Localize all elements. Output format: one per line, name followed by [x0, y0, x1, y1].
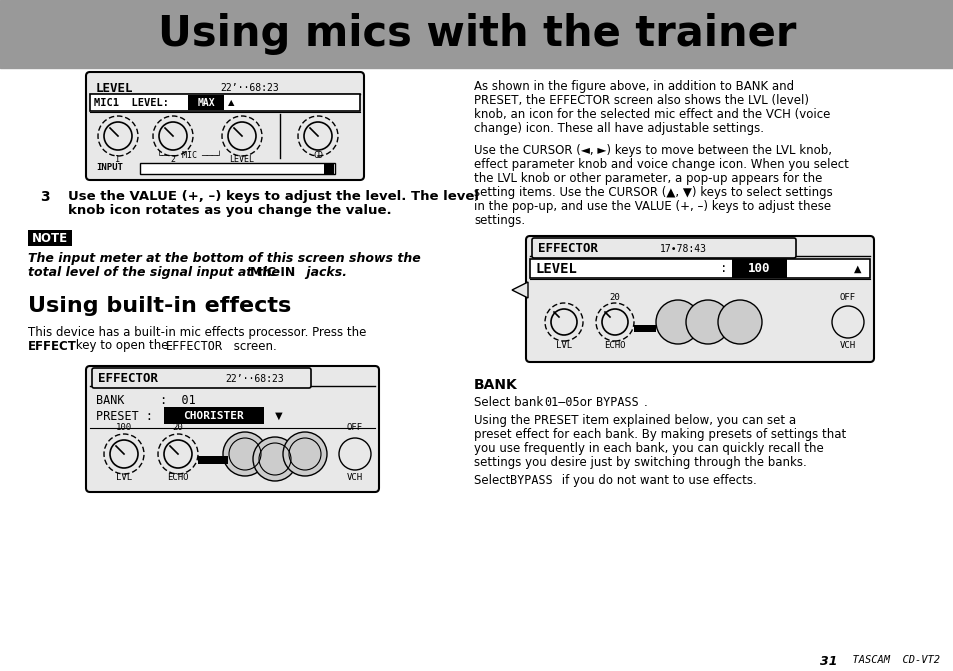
Text: 100: 100 [747, 262, 769, 276]
Text: └─── MIC ───┘: └─── MIC ───┘ [157, 152, 222, 160]
Text: ECHO: ECHO [167, 474, 189, 482]
Text: screen.: screen. [230, 340, 276, 352]
Bar [198, 456, 228, 464]
Text: the LVL knob or other parameter, a pop-up appears for the: the LVL knob or other parameter, a pop-u… [474, 172, 821, 185]
Bar [188, 95, 224, 110]
Bar [530, 259, 869, 278]
Text: Select bank: Select bank [474, 396, 546, 409]
Circle shape [685, 300, 729, 344]
Text: EFFECTOR: EFFECTOR [537, 242, 598, 256]
Text: BANK: BANK [474, 378, 517, 392]
Text: Using the PRESET item explained below, you can set a: Using the PRESET item explained below, y… [474, 414, 796, 427]
Text: 17∙78:43: 17∙78:43 [659, 244, 706, 254]
Circle shape [253, 437, 296, 481]
Text: ECHO: ECHO [603, 342, 625, 350]
Text: VCH: VCH [347, 474, 363, 482]
FancyBboxPatch shape [86, 72, 364, 180]
Text: Using mics with the trainer: Using mics with the trainer [157, 13, 796, 55]
Circle shape [656, 300, 700, 344]
Text: MIC IN: MIC IN [250, 266, 294, 279]
Bar [28, 230, 71, 246]
Text: LEVEL: LEVEL [96, 81, 133, 95]
FancyBboxPatch shape [525, 236, 873, 362]
Text: or: or [576, 396, 595, 409]
Text: This device has a built-in mic effects processor. Press the: This device has a built-in mic effects p… [28, 326, 366, 339]
Text: effect parameter knob and voice change icon. When you select: effect parameter knob and voice change i… [474, 158, 848, 171]
Text: NOTE: NOTE [31, 232, 68, 246]
Text: MAX: MAX [197, 98, 214, 108]
Text: 1: 1 [115, 154, 120, 164]
Circle shape [223, 432, 267, 476]
FancyBboxPatch shape [91, 368, 311, 388]
Text: 20: 20 [172, 423, 183, 433]
Text: knob, an icon for the selected mic effect and the VCH (voice: knob, an icon for the selected mic effec… [474, 108, 829, 121]
Bar [140, 163, 335, 174]
Text: LVL: LVL [116, 474, 132, 482]
Text: 20: 20 [609, 293, 619, 303]
Text: .: . [643, 396, 647, 409]
Text: PRESET, the EFFECTOR screen also shows the LVL (level): PRESET, the EFFECTOR screen also shows t… [474, 94, 808, 107]
Text: total level of the signal input at the: total level of the signal input at the [28, 266, 284, 279]
Text: CHORISTER: CHORISTER [183, 411, 244, 421]
Text: TASCAM  CD-VT2: TASCAM CD-VT2 [840, 655, 939, 665]
Text: settings.: settings. [474, 214, 524, 227]
Text: setting items. Use the CURSOR (▲, ▼) keys to select settings: setting items. Use the CURSOR (▲, ▼) key… [474, 186, 832, 199]
Text: EFFECTOR: EFFECTOR [98, 372, 158, 386]
Text: The input meter at the bottom of this screen shows the: The input meter at the bottom of this sc… [28, 252, 420, 265]
Text: 22’··68:23: 22’··68:23 [220, 83, 278, 93]
Text: 01–05: 01–05 [543, 396, 579, 409]
Bar [324, 163, 334, 174]
Text: BANK     :  01: BANK : 01 [96, 393, 195, 407]
Text: VCH: VCH [839, 342, 855, 350]
Text: Use the VALUE (+, –) keys to adjust the level. The level: Use the VALUE (+, –) keys to adjust the … [68, 190, 478, 203]
Bar [90, 94, 359, 111]
Polygon shape [512, 282, 527, 298]
Text: ▲: ▲ [853, 264, 861, 274]
Text: 2: 2 [171, 154, 175, 164]
Text: 31: 31 [820, 655, 837, 668]
Text: Using built-in effects: Using built-in effects [28, 296, 291, 316]
Text: LEVEL: LEVEL [230, 154, 254, 164]
Text: PRESET :: PRESET : [96, 409, 152, 423]
Text: 3: 3 [40, 190, 50, 204]
Text: preset effect for each bank. By making presets of settings that: preset effect for each bank. By making p… [474, 428, 845, 441]
Text: if you do not want to use effects.: if you do not want to use effects. [558, 474, 756, 487]
Text: change) icon. These all have adjustable settings.: change) icon. These all have adjustable … [474, 122, 763, 135]
Text: knob icon rotates as you change the value.: knob icon rotates as you change the valu… [68, 204, 392, 217]
Text: LEVEL: LEVEL [536, 262, 578, 276]
Text: OFF: OFF [839, 293, 855, 303]
Bar [164, 407, 264, 424]
Bar [634, 325, 656, 332]
Text: OFF: OFF [347, 423, 363, 433]
Bar [731, 259, 786, 278]
FancyBboxPatch shape [86, 366, 378, 492]
Text: :: : [720, 262, 727, 276]
Text: jacks.: jacks. [302, 266, 347, 279]
Text: you use frequently in each bank, you can quickly recall the: you use frequently in each bank, you can… [474, 442, 822, 455]
FancyBboxPatch shape [532, 238, 795, 258]
Bar [0, 0, 953, 68]
Text: ▼: ▼ [272, 411, 282, 421]
Circle shape [283, 432, 327, 476]
Text: LVL: LVL [556, 342, 572, 350]
Text: settings you desire just by switching through the banks.: settings you desire just by switching th… [474, 456, 806, 469]
Text: Use the CURSOR (◄, ►) keys to move between the LVL knob,: Use the CURSOR (◄, ►) keys to move betwe… [474, 144, 831, 157]
Text: 100: 100 [116, 423, 132, 433]
Text: As shown in the figure above, in addition to BANK and: As shown in the figure above, in additio… [474, 80, 793, 93]
Text: EFFECT: EFFECT [28, 340, 77, 352]
Text: INPUT: INPUT [96, 164, 123, 172]
Text: in the pop-up, and use the VALUE (+, –) keys to adjust these: in the pop-up, and use the VALUE (+, –) … [474, 200, 830, 213]
Text: 22’··68:23: 22’··68:23 [225, 374, 283, 384]
Text: BYPASS: BYPASS [596, 396, 639, 409]
Text: MIC1  LEVEL:: MIC1 LEVEL: [94, 98, 169, 108]
Text: key to open the: key to open the [71, 340, 172, 352]
Text: Select: Select [474, 474, 514, 487]
Text: CD: CD [313, 152, 323, 160]
Circle shape [718, 300, 761, 344]
Text: BYPASS: BYPASS [510, 474, 552, 487]
Text: EFFECTOR: EFFECTOR [166, 340, 223, 352]
Text: ▲: ▲ [228, 99, 234, 107]
